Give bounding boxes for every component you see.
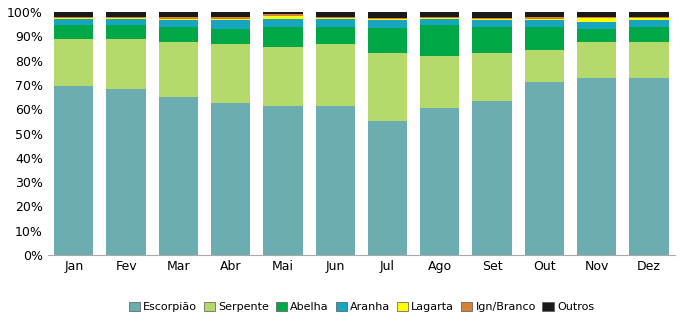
Bar [577,77,617,255]
Bar [473,21,512,26]
Bar [577,42,617,77]
Bar [524,50,564,82]
Bar [473,26,512,53]
Bar [577,18,617,22]
Bar [316,12,355,17]
Bar [211,21,250,29]
Bar [629,77,668,255]
Bar [368,12,407,18]
Bar [316,106,355,255]
Bar [316,43,355,106]
Bar [159,19,198,21]
Bar [54,39,93,86]
Bar [629,18,668,21]
Bar [577,22,617,29]
Bar [420,19,460,25]
Bar [159,42,198,97]
Bar [524,26,564,50]
Bar [106,12,146,17]
Bar [54,18,93,19]
Bar [54,25,93,39]
Bar [629,21,668,26]
Bar [368,28,407,53]
Bar [54,17,93,18]
Bar [524,21,564,26]
Bar [473,53,512,101]
Bar [106,25,146,39]
Bar [263,47,303,106]
Bar [106,19,146,25]
Bar [263,16,303,19]
Bar [54,86,93,255]
Bar [577,29,617,42]
Bar [211,17,250,19]
Bar [368,53,407,121]
Bar [524,82,564,255]
Bar [368,19,407,21]
Bar [420,17,460,18]
Bar [159,17,198,19]
Bar [629,17,668,18]
Bar [368,121,407,255]
Bar [473,12,512,18]
Bar [54,19,93,25]
Bar [368,21,407,28]
Bar [263,19,303,26]
Bar [524,12,564,17]
Bar [316,26,355,43]
Bar [159,21,198,26]
Bar [159,26,198,42]
Bar [420,12,460,17]
Bar [159,97,198,255]
Bar [524,17,564,19]
Bar [211,19,250,21]
Bar [420,25,460,56]
Bar [473,18,512,19]
Bar [211,43,250,103]
Bar [263,106,303,255]
Bar [473,101,512,255]
Bar [263,14,303,16]
Bar [629,12,668,17]
Bar [159,12,198,17]
Bar [211,29,250,43]
Legend: Escorpião, Serpente, Abelha, Aranha, Lagarta, Ign/Branco, Outros: Escorpião, Serpente, Abelha, Aranha, Lag… [124,297,599,317]
Bar [106,89,146,255]
Bar [106,17,146,18]
Bar [263,26,303,47]
Bar [316,18,355,19]
Bar [316,19,355,26]
Bar [106,18,146,19]
Bar [316,17,355,18]
Bar [106,39,146,89]
Bar [368,18,407,19]
Bar [211,103,250,255]
Bar [577,12,617,17]
Bar [263,12,303,14]
Bar [54,12,93,17]
Bar [629,26,668,42]
Bar [211,12,250,17]
Bar [629,42,668,77]
Bar [524,19,564,21]
Bar [473,19,512,21]
Bar [577,17,617,18]
Bar [420,56,460,108]
Bar [420,108,460,255]
Bar [420,18,460,19]
